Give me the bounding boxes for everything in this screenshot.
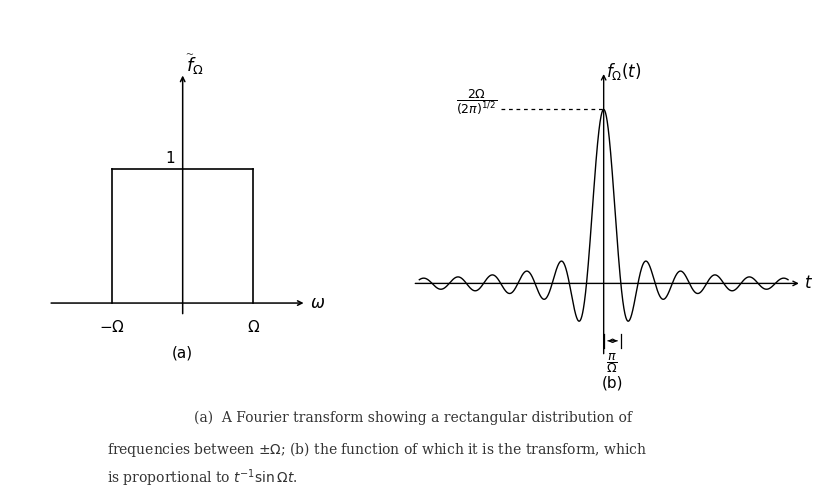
Text: (a)  A Fourier transform showing a rectangular distribution of: (a) A Fourier transform showing a rectan…: [194, 411, 631, 425]
Text: $t$: $t$: [804, 275, 813, 293]
Text: (b): (b): [601, 376, 623, 391]
Text: $\Omega$: $\Omega$: [247, 319, 260, 335]
Text: $\dfrac{\pi}{\Omega}$: $\dfrac{\pi}{\Omega}$: [606, 351, 618, 375]
Text: $\widetilde{f}_{\Omega}$: $\widetilde{f}_{\Omega}$: [186, 52, 204, 77]
Text: frequencies between $\pm\Omega$; (b) the function of which it is the transform, : frequencies between $\pm\Omega$; (b) the…: [107, 440, 648, 459]
Text: is proportional to $t^{-1}\sin\Omega t$.: is proportional to $t^{-1}\sin\Omega t$.: [107, 468, 298, 486]
Text: (a): (a): [172, 346, 193, 361]
Text: $\dfrac{2\Omega}{(2\pi)^{1/2}}$: $\dfrac{2\Omega}{(2\pi)^{1/2}}$: [455, 88, 497, 117]
Text: $-\Omega$: $-\Omega$: [99, 319, 125, 335]
Text: $f_{\Omega}(t)$: $f_{\Omega}(t)$: [606, 61, 641, 82]
Text: $1$: $1$: [165, 151, 176, 166]
Text: $\omega$: $\omega$: [310, 294, 325, 312]
